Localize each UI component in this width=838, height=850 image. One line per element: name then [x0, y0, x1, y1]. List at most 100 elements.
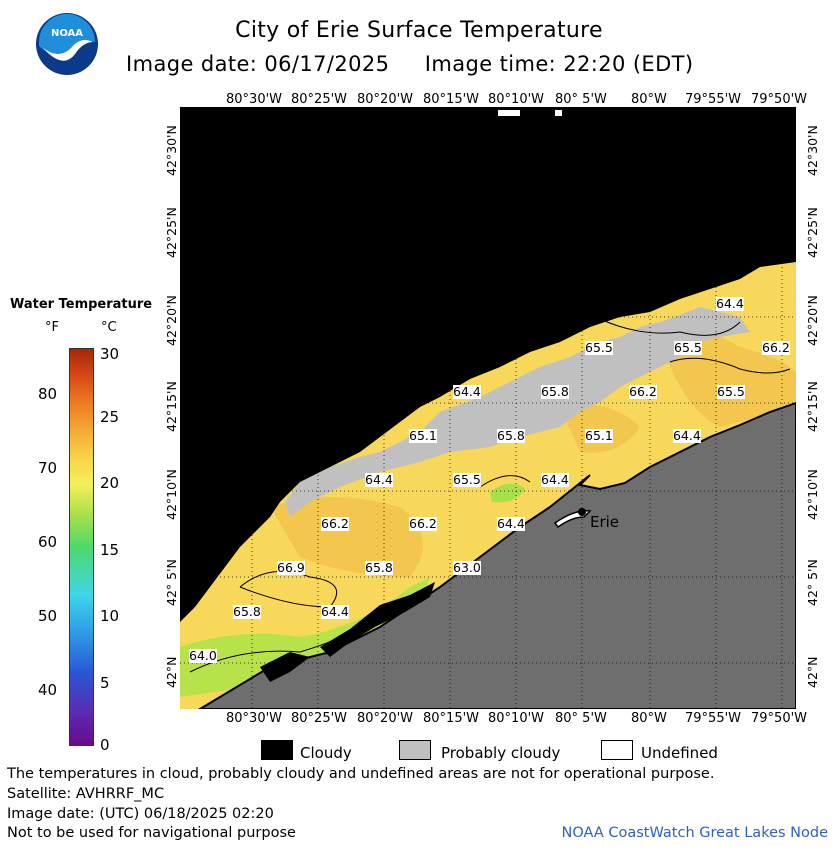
contour-label: 66.2 [762, 340, 790, 355]
contour-label: 66.9 [277, 560, 305, 575]
contour-label: 65.8 [497, 428, 525, 443]
colorbar-f-label: 40 [38, 681, 58, 699]
lat-tick-left: 42°15'N [164, 381, 179, 432]
contour-label: 66.2 [409, 516, 437, 531]
undefined-area [555, 110, 562, 116]
contour-label: 63.0 [453, 560, 481, 575]
contour-label: 66.2 [321, 516, 349, 531]
no-data-area [180, 107, 796, 622]
colorbar-c-label: 25 [100, 408, 120, 426]
unit-celsius: °C [101, 320, 117, 335]
lon-tick-bottom: 80°10'W [488, 711, 545, 726]
footer-disclaimer: The temperatures in cloud, probably clou… [7, 766, 715, 782]
contour-label: 64.0 [189, 648, 217, 663]
unit-fahrenheit: °F [45, 320, 59, 335]
contour-label: 66.2 [629, 384, 657, 399]
contour-label: 64.4 [453, 384, 481, 399]
colorbar-f-label: 60 [38, 533, 58, 551]
page-title: City of Erie Surface Temperature [235, 18, 603, 43]
lon-tick-top: 79°50'W [751, 92, 808, 107]
lat-tick-right: 42°25'N [805, 207, 820, 258]
contour-label: 64.4 [673, 428, 701, 443]
contour-label: 65.8 [541, 384, 569, 399]
lat-tick-left: 42°30'N [164, 125, 179, 176]
lon-tick-top: 80°10'W [488, 92, 545, 107]
footer-satellite: Satellite: AVHRRF_MC [7, 786, 165, 802]
lat-tick-right: 42°10'N [805, 469, 820, 520]
lon-tick-top: 80°20'W [357, 92, 414, 107]
lon-tick-bottom: 80°20'W [357, 711, 414, 726]
credit-link[interactable]: NOAA CoastWatch Great Lakes Node [561, 825, 828, 841]
lat-tick-left: 42°25'N [164, 207, 179, 258]
colorbar-c-label: 5 [100, 674, 110, 692]
contour-label: 65.5 [674, 340, 702, 355]
city-label-erie: Erie [590, 513, 620, 531]
temperature-map [180, 107, 796, 709]
contour-label: 65.1 [409, 428, 437, 443]
lat-tick-left: 42°20'N [164, 295, 179, 346]
contour-label: 64.4 [321, 604, 349, 619]
contour-lines [189, 318, 791, 673]
warm-water-patch [660, 331, 796, 427]
probably-cloudy-area [285, 307, 750, 517]
lon-tick-bottom: 79°55'W [685, 711, 742, 726]
colorbar-c-label: 0 [100, 736, 110, 754]
lon-tick-top: 80°15'W [423, 92, 480, 107]
lat-tick-left: 42° 5'N [164, 559, 179, 606]
contour-label: 65.5 [585, 340, 613, 355]
colorbar-c-label: 10 [100, 607, 120, 625]
colorbar-f-label: 80 [38, 385, 58, 403]
lon-tick-bottom: 80°W [631, 711, 667, 726]
key-probably-cloudy-swatch [399, 740, 431, 760]
key-undefined-label: Undefined [641, 744, 718, 762]
key-cloudy-swatch [261, 740, 293, 760]
colorbar-f-label: 50 [38, 607, 58, 625]
colorbar-c-label: 20 [100, 474, 120, 492]
lat-tick-right: 42°30'N [805, 125, 820, 176]
colorbar-f-label: 70 [38, 459, 58, 477]
key-cloudy-label: Cloudy [300, 744, 352, 762]
noaa-logo-icon: NOAA [35, 12, 99, 76]
lon-tick-bottom: 80°25'W [291, 711, 348, 726]
legend-title: Water Temperature [10, 297, 153, 312]
contour-label: 65.5 [453, 472, 481, 487]
contour-label: 64.4 [541, 472, 569, 487]
cool-water-patch [180, 577, 430, 697]
lon-tick-bottom: 80° 5'W [555, 711, 607, 726]
graticule [180, 107, 796, 709]
colorbar-c-label: 15 [100, 541, 120, 559]
contour-label: 65.5 [717, 384, 745, 399]
lon-tick-bottom: 79°50'W [751, 711, 808, 726]
image-datetime: Image date: 06/17/2025 Image time: 22:20… [126, 52, 693, 76]
image-time: Image time: 22:20 (EDT) [424, 52, 694, 76]
erie-city-marker [578, 508, 586, 516]
contour-label: 65.8 [365, 560, 393, 575]
lat-tick-left: 42°N [164, 656, 179, 688]
lat-tick-right: 42°N [805, 656, 820, 688]
lat-tick-left: 42°10'N [164, 469, 179, 520]
lon-tick-bottom: 80°15'W [423, 711, 480, 726]
lat-tick-right: 42° 5'N [805, 559, 820, 606]
contour-label: 64.4 [365, 472, 393, 487]
warm-water-patch [270, 497, 423, 577]
lat-tick-right: 42°20'N [805, 295, 820, 346]
lon-tick-top: 79°55'W [685, 92, 742, 107]
contour-label: 64.4 [716, 296, 744, 311]
footer-navigation-warning: Not to be used for navigational purpose [7, 825, 296, 841]
footer-image-date-utc: Image date: (UTC) 06/18/2025 02:20 [7, 806, 274, 822]
lon-tick-top: 80°25'W [291, 92, 348, 107]
key-undefined-swatch [601, 740, 633, 760]
cloudy-area [260, 652, 310, 682]
contour-label: 65.1 [585, 428, 613, 443]
lon-tick-top: 80°W [631, 92, 667, 107]
contour-label: 65.8 [233, 604, 261, 619]
warm-water-patch [560, 404, 640, 453]
cool-water-patch [490, 483, 525, 503]
lon-tick-top: 80°30'W [226, 92, 283, 107]
undefined-area [498, 110, 520, 116]
image-date: Image date: 06/17/2025 [126, 52, 390, 76]
lon-tick-bottom: 80°30'W [226, 711, 283, 726]
noaa-logo-text: NOAA [51, 28, 83, 39]
key-probably-cloudy-label: Probably cloudy [441, 744, 561, 762]
contour-label: 64.4 [497, 516, 525, 531]
